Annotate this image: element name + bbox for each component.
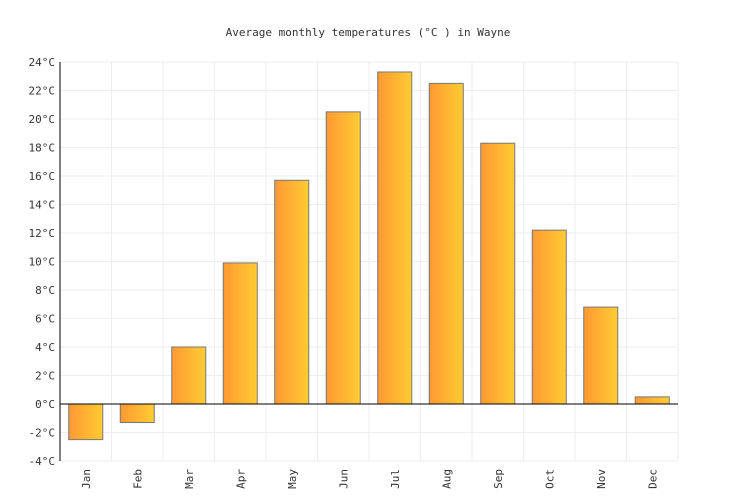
x-tick-label: Feb: [131, 469, 144, 489]
bar-sep: [480, 142, 516, 405]
bar-jan: [68, 403, 104, 441]
x-tick-label: Nov: [595, 469, 608, 489]
bar-feb: [119, 403, 155, 424]
y-tick-label: 24°C: [29, 56, 56, 69]
y-tick-label: -2°C: [29, 427, 56, 440]
bar-may: [274, 179, 310, 405]
bar-dec: [634, 396, 670, 405]
x-tick-label: Jul: [389, 469, 402, 489]
x-tick-label: Sep: [492, 469, 505, 489]
x-tick-label: Aug: [440, 469, 453, 489]
bar-aug: [428, 82, 464, 405]
y-tick-label: 0°C: [35, 398, 55, 411]
y-tick-label: 8°C: [35, 284, 55, 297]
y-tick-label: 12°C: [29, 227, 56, 240]
x-tick-label: May: [286, 469, 299, 489]
bar-jun: [325, 111, 361, 405]
x-tick-label: Apr: [234, 469, 247, 489]
y-tick-label: 16°C: [29, 170, 56, 183]
x-tick-label: Oct: [543, 469, 556, 489]
y-tick-label: 22°C: [29, 85, 56, 98]
x-tick-label: Mar: [183, 469, 196, 489]
y-tick-label: 4°C: [35, 341, 55, 354]
x-tick-label: Dec: [646, 469, 659, 489]
bar-oct: [531, 229, 567, 405]
y-tick-label: 6°C: [35, 313, 55, 326]
y-tick-label: 10°C: [29, 256, 56, 269]
y-tick-label: 20°C: [29, 113, 56, 126]
x-tick-label: Jun: [337, 469, 350, 489]
bar-apr: [222, 262, 258, 405]
bar-jul: [377, 71, 413, 405]
bar-mar: [171, 346, 207, 405]
chart-title: Average monthly temperatures (°C ) in Wa…: [226, 26, 511, 39]
y-tick-label: 18°C: [29, 142, 56, 155]
bar-nov: [583, 306, 619, 405]
y-tick-label: 2°C: [35, 370, 55, 383]
x-tick-label: Jan: [80, 469, 93, 489]
y-tick-label: -4°C: [29, 455, 56, 468]
y-tick-label: 14°C: [29, 199, 56, 212]
